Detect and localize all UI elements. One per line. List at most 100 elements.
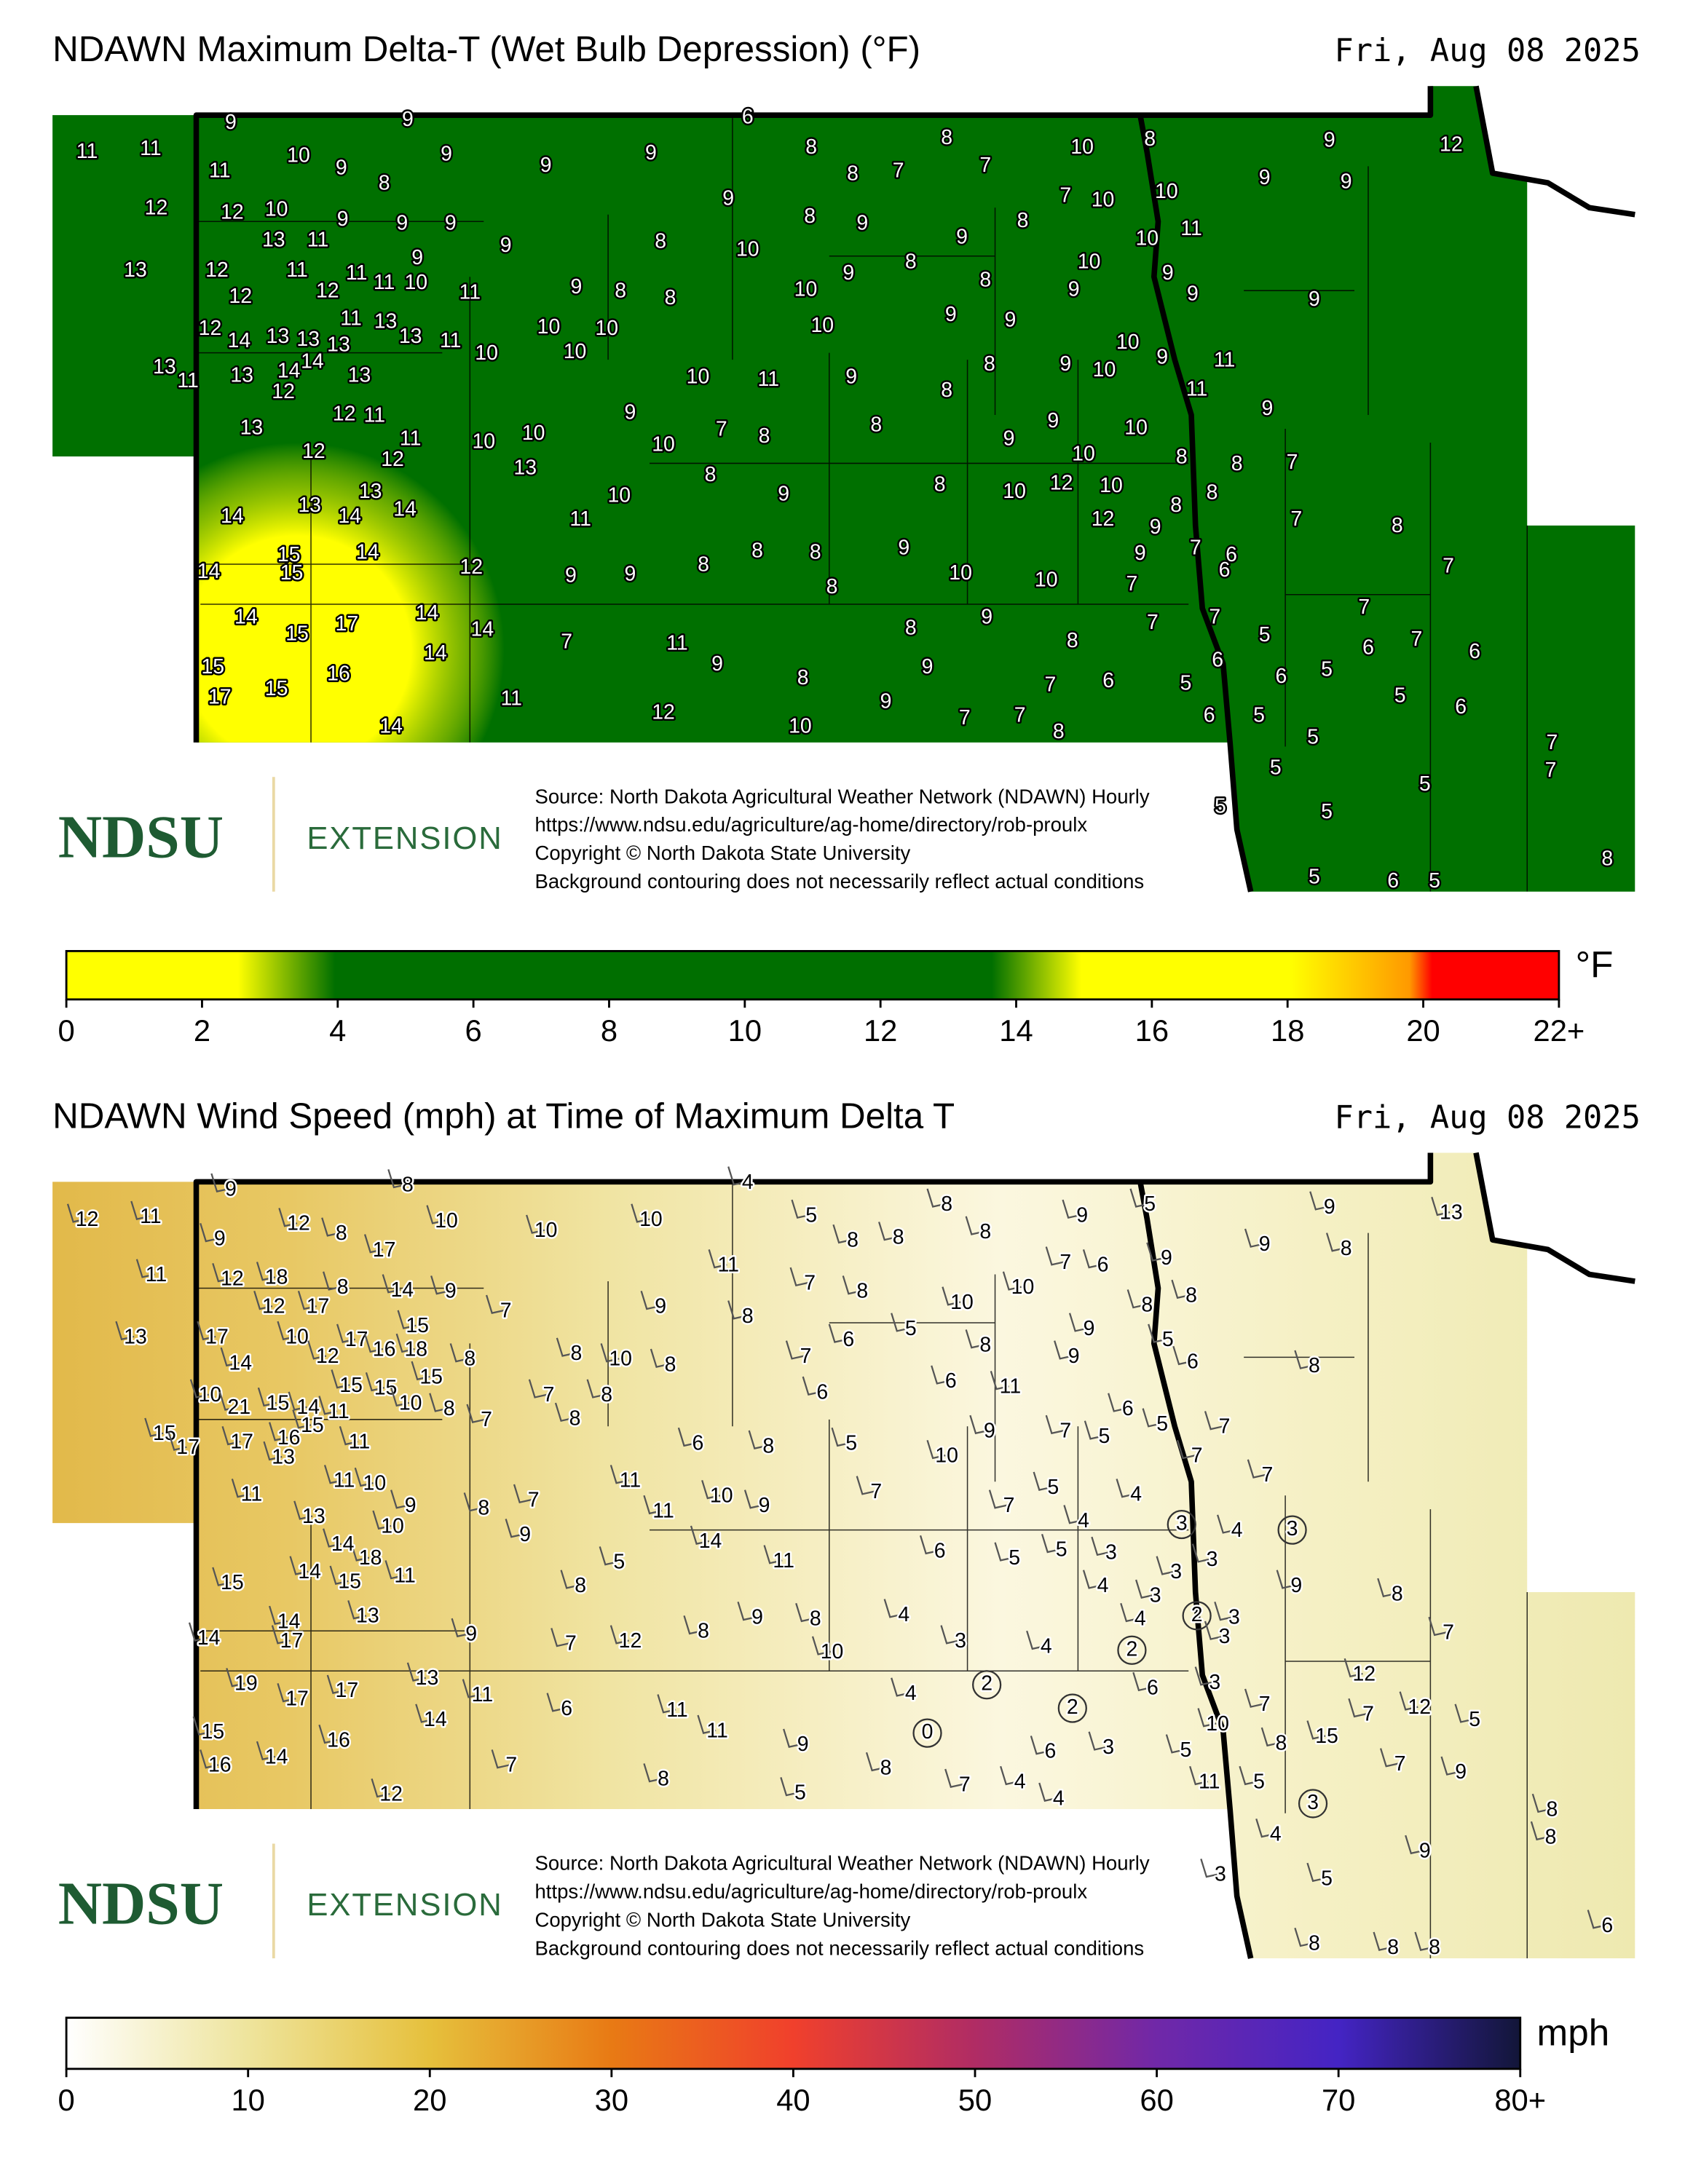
station-value: 11 [364, 403, 386, 427]
station-value: 15 [419, 1365, 443, 1388]
wind-barb [271, 1625, 291, 1645]
wind-barb [1294, 1350, 1314, 1369]
station-value: 9 [880, 689, 892, 713]
station-value: 8 [979, 1220, 991, 1243]
station-value: 9 [1309, 288, 1320, 311]
map-date: Fri, Aug 08 2025 [1334, 32, 1640, 69]
calm-circle [1167, 1509, 1196, 1540]
station-value: 10 [399, 1391, 422, 1415]
station-value: 7 [543, 1383, 555, 1406]
map-panel: NDAWN Wind Speed (mph) at Time of Maximu… [52, 1096, 1641, 1959]
station-value: 10 [935, 1444, 958, 1468]
station-value: 14 [301, 349, 324, 373]
wind-barb [1239, 1765, 1258, 1786]
wind-barb [1428, 1616, 1448, 1637]
wind-barb [811, 1636, 831, 1655]
station-value: 15 [267, 1391, 290, 1415]
wind-barb [556, 1337, 575, 1357]
station-value: 10 [652, 432, 675, 456]
wind-barb [1132, 1671, 1152, 1692]
wind-barb [1062, 1199, 1081, 1219]
source-line: Background contouring does not necessari… [535, 870, 1145, 893]
wind-barb [550, 1628, 570, 1647]
station-value: 9 [1290, 1574, 1302, 1597]
station-value: 15 [265, 677, 288, 700]
station-value: 9 [1341, 170, 1352, 194]
wind-barb [1377, 1578, 1397, 1598]
station-value: 9 [1068, 278, 1080, 301]
wind-barb [727, 1166, 747, 1186]
station-value: 10 [404, 271, 427, 294]
station-value: 8 [810, 1607, 821, 1631]
colorbar-tick-label: 60 [1140, 2083, 1173, 2117]
station-value: 15 [277, 543, 301, 566]
station-value: 8 [575, 1574, 586, 1597]
wind-barb [218, 1391, 238, 1411]
station-value: 9 [1419, 1839, 1431, 1862]
colorbar-tick-label: 30 [595, 2083, 628, 2117]
wind-barb [66, 1203, 86, 1223]
wind-barb [1156, 1556, 1175, 1575]
wind-barb [560, 1570, 580, 1589]
station-value: 9 [984, 1419, 995, 1442]
station-value: 10 [1072, 443, 1095, 466]
station-value: 6 [561, 1697, 572, 1720]
station-value: 5 [1162, 1328, 1174, 1351]
wind-barb [546, 1693, 566, 1712]
map-date: Fri, Aug 08 2025 [1334, 1099, 1640, 1136]
station-value: 7 [528, 1488, 540, 1511]
station-value: 9 [956, 226, 968, 249]
wind-barb [931, 1365, 950, 1385]
wind-barb [415, 1704, 435, 1723]
station-value: 5 [805, 1203, 817, 1227]
station-value: 9 [1262, 397, 1274, 420]
station-value: 7 [1126, 572, 1138, 596]
wind-barb [1255, 1818, 1275, 1838]
wind-barb [831, 1427, 851, 1447]
station-value: 11 [620, 1469, 642, 1492]
station-value: 12 [379, 1783, 403, 1806]
station-value: 2 [1067, 1696, 1078, 1719]
wind-barb [221, 1425, 241, 1446]
station-value: 8 [870, 414, 882, 437]
station-value: 10 [595, 317, 618, 340]
station-value: 9 [1084, 1317, 1095, 1340]
wind-barb [1082, 1249, 1102, 1269]
station-value: 9 [1003, 427, 1015, 451]
map-title: NDAWN Wind Speed (mph) at Time of Maximu… [52, 1096, 955, 1136]
station-value: 9 [571, 275, 583, 298]
station-value: 16 [327, 1729, 350, 1752]
station-value: 12 [287, 1212, 310, 1235]
wind-barb [828, 1324, 848, 1343]
wind-barb [1002, 1271, 1022, 1291]
wind-barb [1068, 1313, 1088, 1332]
station-value: 8 [751, 539, 763, 562]
station-value: 7 [561, 630, 572, 654]
station-value: 8 [698, 1620, 709, 1643]
station-value: 10 [1035, 568, 1058, 591]
station-value: 10 [1003, 480, 1026, 503]
state-border [1137, 1181, 1254, 1959]
station-value: 17 [336, 612, 359, 636]
station-value: 10 [821, 1640, 844, 1663]
station-value: 15 [338, 1570, 361, 1593]
station-value: 9 [1324, 129, 1335, 152]
wind-barb [411, 1361, 430, 1381]
station-value: 14 [221, 505, 244, 528]
station-value: 9 [1162, 261, 1174, 285]
wind-barb [1309, 1191, 1329, 1211]
station-value: 10 [537, 315, 561, 339]
station-value: 12 [221, 200, 244, 223]
station-value: 15 [280, 561, 304, 585]
wind-barb [323, 1271, 342, 1291]
station-value: 5 [845, 1431, 857, 1455]
calm-circle [912, 1718, 942, 1748]
colorbar-tick-label: 70 [1322, 2083, 1355, 2117]
station-value: 14 [228, 329, 251, 352]
wind-barb [1379, 1748, 1399, 1768]
calm-circle [1182, 1601, 1212, 1631]
calm-circle [1298, 1789, 1328, 1819]
station-value: 9 [441, 143, 452, 166]
wind-barb [387, 1168, 407, 1189]
wind-barb [994, 1542, 1014, 1562]
